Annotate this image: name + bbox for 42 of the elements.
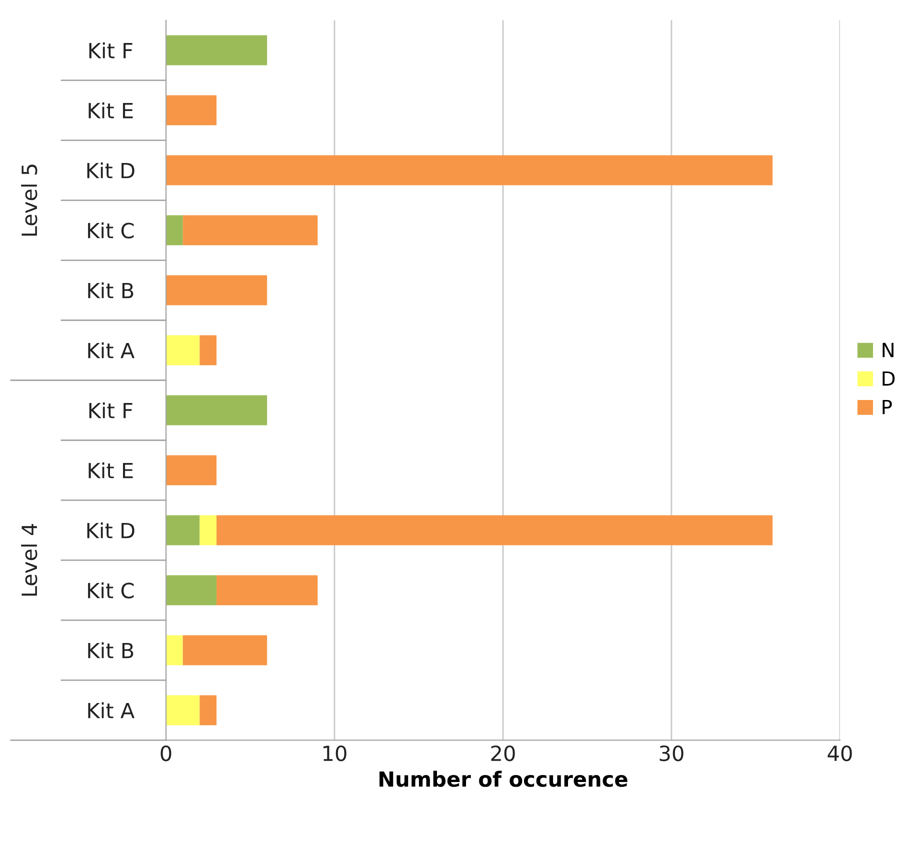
bar — [166, 335, 200, 366]
bar — [216, 575, 318, 606]
y-tick-label: Kit B — [88, 642, 134, 658]
y-tick-label: Kit E — [88, 102, 133, 118]
bar — [166, 95, 217, 126]
bar — [166, 635, 183, 666]
y-tick-label: Kit D — [87, 162, 134, 178]
y-tick-label: Kit B — [88, 282, 134, 298]
x-axis-title: Number of occurence — [380, 770, 628, 787]
bar — [166, 515, 200, 546]
legend-label: P — [882, 400, 892, 414]
legend-label: N — [882, 342, 894, 358]
x-tick-label: 0 — [160, 745, 172, 762]
y-tick-label: Kit A — [88, 342, 134, 358]
legend-label: D — [882, 371, 895, 386]
y-tick-label: Kit C — [88, 222, 134, 238]
y-tick-label: Kit A — [88, 702, 134, 718]
bar — [166, 395, 268, 426]
bar — [182, 635, 268, 666]
bar — [166, 155, 773, 186]
bar — [166, 695, 200, 726]
x-tick-label: 10 — [324, 745, 346, 762]
x-tick-label: 20 — [491, 745, 515, 762]
y-tick-label: Kit E — [88, 462, 133, 478]
bar — [166, 215, 183, 246]
y-tick-label: Kit D — [87, 522, 134, 538]
text: Level 4 — [21, 524, 38, 596]
bar — [182, 215, 318, 246]
bar — [216, 515, 773, 546]
y-tick-label: Kit F — [89, 402, 132, 418]
y-tick-label: Kit C — [88, 582, 134, 598]
bar — [166, 455, 217, 486]
y-tick-label: Kit F — [89, 42, 132, 58]
x-tick-label: 30 — [660, 745, 684, 762]
x-tick-label: 40 — [828, 745, 852, 762]
bar — [166, 35, 268, 66]
bar — [200, 515, 217, 546]
bar — [200, 335, 217, 366]
bar — [166, 275, 268, 306]
bar — [166, 575, 217, 606]
bar — [200, 695, 217, 726]
text: Level 5 — [21, 164, 38, 236]
